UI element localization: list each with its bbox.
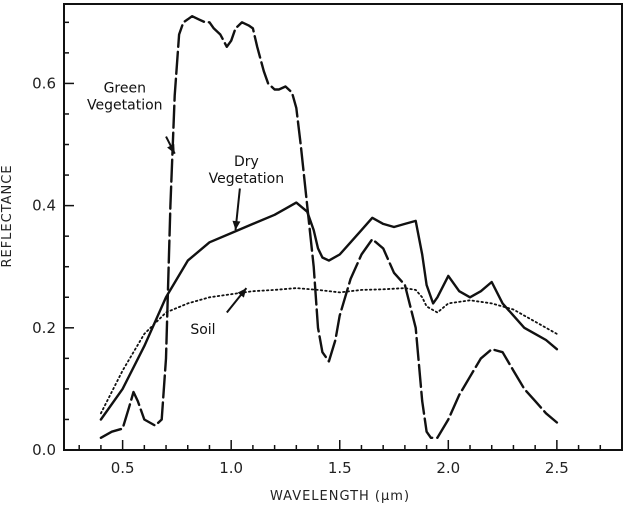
x-tick-label: 2.0: [436, 459, 460, 477]
y-tick-label: 0.6: [32, 74, 56, 92]
series-green-vegetation: [99, 15, 559, 439]
x-tick-label: 0.5: [111, 459, 135, 477]
arrowhead-soil: [237, 288, 247, 298]
x-tick-label: 2.5: [545, 459, 569, 477]
series-layer: [99, 15, 559, 439]
series-soil: [100, 287, 558, 415]
y-axis-title: REFLECTANCE: [0, 164, 15, 267]
series-dry-vegetation: [99, 201, 559, 421]
arrowhead-green-vegetation: [167, 143, 175, 154]
label-green-vegetation: Green Vegetation: [87, 81, 163, 114]
annotations: Green Vegetation Dry Vegetation Soil: [87, 81, 284, 338]
plot-frame: [63, 3, 623, 451]
label-dry-vegetation: Dry Vegetation: [209, 154, 285, 187]
x-tick-label: 1.0: [219, 459, 243, 477]
x-tick-label: 1.5: [328, 459, 352, 477]
x-axis-title: WAVELENGTH (µm): [270, 489, 410, 504]
y-tick-label: 0.2: [32, 319, 56, 337]
label-soil: Soil: [190, 322, 215, 338]
axis-ticks: [64, 21, 602, 451]
tick-labels: 0.5 1.0 1.5 2.0 2.5 0.0 0.2 0.4 0.6: [32, 74, 569, 477]
y-tick-label: 0.4: [32, 197, 56, 215]
y-tick-label: 0.0: [32, 441, 56, 459]
arrowhead-dry-vegetation: [232, 220, 241, 231]
